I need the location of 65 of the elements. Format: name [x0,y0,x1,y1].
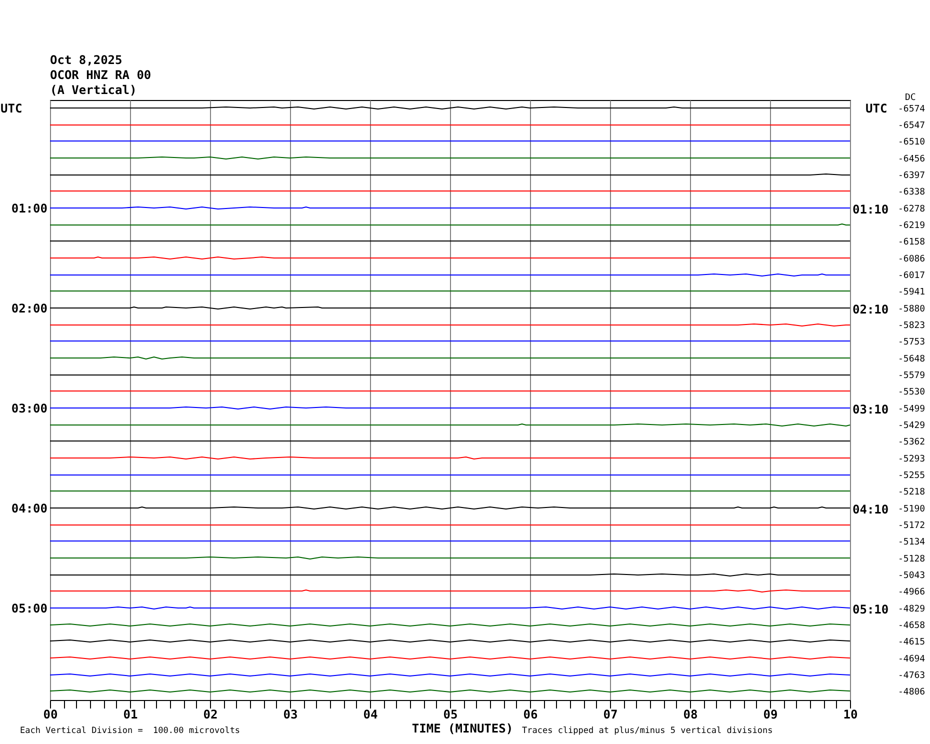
text: -4829 [898,604,926,614]
x-tick-label: 05 [443,708,458,722]
text: -4806 [898,688,926,698]
chart-subtitle: OCOR HNZ RA 00 (A Vertical) [50,68,152,97]
text: -6219 [898,221,926,231]
y-tick-label: 05:00 [11,602,48,616]
text: -4694 [898,654,926,664]
y2-tick-label: 01:10 [852,202,889,216]
text: -5753 [898,338,926,348]
y2-tick-label: 05:10 [852,602,889,616]
y2-tick-label: 02:10 [852,302,889,316]
text: -6547 [898,121,926,131]
text: -5362 [898,438,926,448]
text: -5043 [898,571,926,581]
y-tick-label: 03:00 [11,402,48,416]
x-tick-label: 00 [43,708,58,722]
text: -6397 [898,171,926,181]
text: -5823 [898,321,926,331]
x-tick-label: 01 [123,708,138,722]
text: -4615 [898,638,926,648]
y2-tick-label: 04:10 [852,502,889,516]
text: -6158 [898,238,926,248]
text: -6278 [898,204,926,214]
text: -5429 [898,421,926,431]
text: -6017 [898,271,926,281]
x-tick-label: 10 [843,708,858,722]
y-tick-label: 02:00 [11,302,48,316]
text: -5293 [898,454,926,464]
y2-tick-label: 03:10 [852,402,889,416]
chart-title: Oct 8,2025 [50,53,122,67]
text: -6338 [898,188,926,198]
text: -5218 [898,488,926,498]
x-axis-title: TIME (MINUTES) [412,722,514,736]
text: Each Vertical Division = 100.00 microvolts [20,726,240,736]
text: -6086 [898,254,926,264]
x-tick-label: 09 [763,708,778,722]
text: -5499 [898,404,926,414]
y-tick-label: 04:00 [11,502,48,516]
text: -4966 [898,588,926,598]
text: -5128 [898,554,926,564]
text: -5941 [898,288,926,298]
x-tick-label: 08 [683,708,698,722]
text: -5134 [898,538,926,548]
text: DC [905,93,916,103]
text: -5255 [898,471,926,481]
text: -5648 [898,354,926,364]
text: -5190 [898,504,926,514]
text: -4658 [898,621,926,631]
y2-axis-title: UTC [866,102,888,116]
x-tick-label: 03 [283,708,298,722]
text: -5530 [898,388,926,398]
y-axis-title: UTC [0,102,22,116]
text: -4763 [898,671,926,681]
x-tick-label: 06 [523,708,538,722]
x-tick-label: 07 [603,708,618,722]
text: -5172 [898,521,926,531]
x-tick-label: 02 [203,708,218,722]
x-tick-label: 04 [363,708,378,722]
text: -6456 [898,154,926,164]
y-tick-label: 01:00 [11,202,48,216]
text: -6574 [898,104,926,114]
text: Traces clipped at plus/minus 5 vertical divisions [522,726,773,736]
text: -6510 [898,138,926,148]
text: -5579 [898,371,926,381]
text: -5880 [898,304,926,314]
